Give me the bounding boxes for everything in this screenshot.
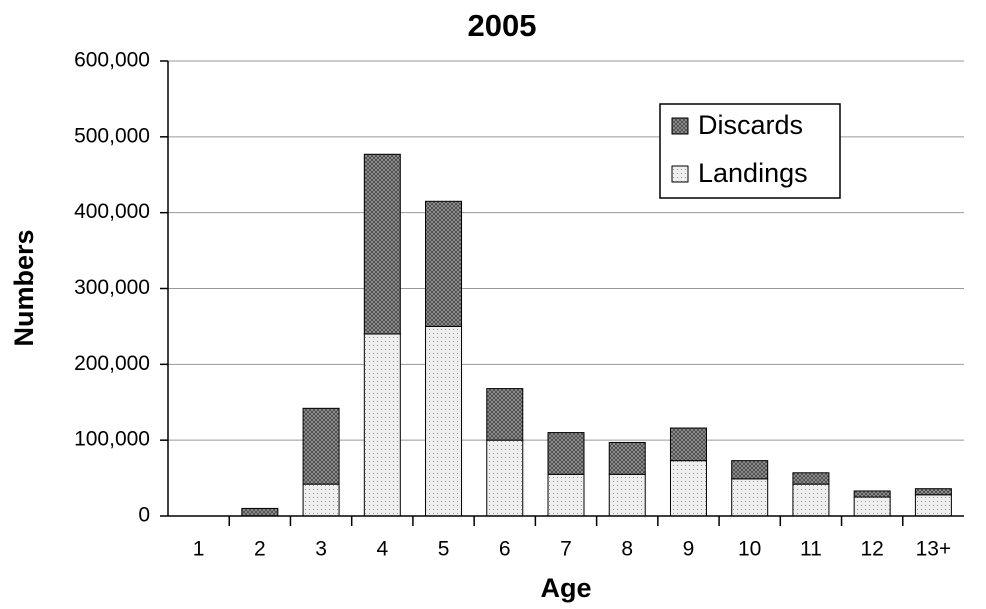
bar-segment bbox=[669, 427, 707, 462]
bar-segment bbox=[853, 496, 891, 517]
x-tick-label: 8 bbox=[621, 538, 633, 561]
bar-segment bbox=[608, 473, 646, 517]
legend-label: Discards bbox=[698, 110, 803, 140]
x-tick-label: 5 bbox=[438, 538, 450, 561]
x-tick-label: 10 bbox=[738, 538, 761, 561]
bar-segment bbox=[363, 333, 401, 517]
chart-title: 2005 bbox=[468, 8, 537, 43]
bar-segment bbox=[425, 200, 463, 327]
bar-segment bbox=[914, 494, 952, 517]
bar-segment bbox=[486, 439, 524, 517]
bar-segment bbox=[731, 478, 769, 517]
bar-segment bbox=[792, 483, 830, 517]
y-tick-label: 600,000 bbox=[74, 49, 150, 72]
x-tick-label: 12 bbox=[860, 538, 883, 561]
x-tick-label: 13+ bbox=[916, 538, 952, 561]
bar-segment bbox=[425, 325, 463, 517]
bar-segment bbox=[792, 472, 830, 485]
x-tick-label: 11 bbox=[800, 538, 822, 561]
x-tick-label: 6 bbox=[499, 538, 511, 561]
y-tick-label: 0 bbox=[138, 504, 150, 527]
x-axis-label: Age bbox=[540, 573, 591, 603]
x-tick-label: 1 bbox=[193, 538, 205, 561]
y-tick-label: 500,000 bbox=[74, 124, 150, 147]
bar-segment bbox=[547, 432, 585, 475]
x-tick-label: 3 bbox=[315, 538, 327, 561]
x-tick-label: 7 bbox=[560, 538, 572, 561]
bar-segment bbox=[608, 441, 646, 475]
y-tick-label: 200,000 bbox=[74, 352, 150, 375]
legend-swatch bbox=[671, 165, 689, 183]
y-tick-label: 300,000 bbox=[74, 276, 150, 299]
x-tick-label: 4 bbox=[376, 538, 388, 561]
bar-segment bbox=[302, 483, 340, 517]
legend-swatch bbox=[671, 117, 689, 135]
y-tick-label: 100,000 bbox=[74, 428, 150, 451]
bar-segment bbox=[363, 153, 401, 335]
y-axis-label: Numbers bbox=[9, 229, 39, 346]
bar-segment bbox=[731, 460, 769, 480]
bar-segment bbox=[853, 490, 891, 498]
bar-segment bbox=[241, 507, 279, 517]
y-tick-label: 400,000 bbox=[74, 200, 150, 223]
legend-box bbox=[659, 103, 841, 199]
bar-segment bbox=[914, 488, 952, 496]
x-tick-label: 9 bbox=[683, 538, 695, 561]
bar-segment bbox=[486, 388, 524, 441]
bar-segment bbox=[547, 473, 585, 517]
x-tick-label: 2 bbox=[254, 538, 266, 561]
bar-segment bbox=[669, 460, 707, 517]
legend-label: Landings bbox=[698, 158, 808, 188]
bar-segment bbox=[302, 407, 340, 485]
